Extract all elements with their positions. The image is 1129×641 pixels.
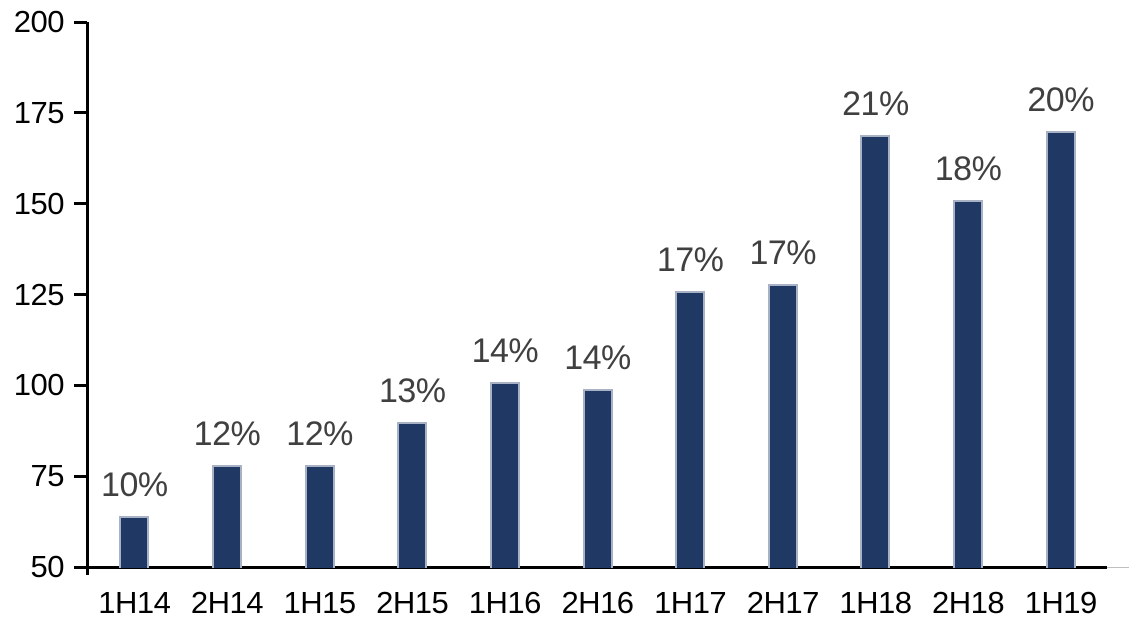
y-tick-label: 100 [13, 367, 65, 403]
x-category-label: 1H15 [283, 585, 357, 620]
bar-value-label: 20% [1027, 81, 1094, 119]
y-tick-mark [74, 383, 87, 387]
x-category-label: 2H18 [931, 585, 1005, 620]
x-category-label: 2H17 [746, 585, 820, 620]
x-category-label: 1H19 [1024, 585, 1098, 620]
y-tick-label: 50 [30, 549, 65, 584]
y-tick-label: 150 [13, 185, 65, 221]
x-category-label: 1H16 [468, 585, 542, 620]
bar-value-label: 21% [842, 84, 909, 123]
bar-value-label: 18% [934, 150, 1002, 189]
y-tick-label: 125 [13, 276, 65, 312]
y-tick-mark [74, 565, 87, 569]
y-tick-mark [74, 20, 87, 24]
y-tick-mark [74, 293, 87, 296]
bar-value-label: 14% [564, 338, 631, 377]
bar [767, 283, 798, 568]
x-category-label: 1H18 [839, 585, 912, 620]
x-category-label: 2H14 [190, 585, 264, 620]
bar [675, 290, 706, 568]
bar-value-label: 10% [101, 466, 168, 505]
y-tick-mark [74, 202, 87, 206]
y-tick-label: 175 [13, 94, 65, 130]
bar-value-label: 12% [193, 415, 261, 454]
y-tick-mark [74, 111, 87, 115]
x-category-label: 1H14 [98, 585, 171, 620]
x-category-label: 1H17 [654, 585, 727, 620]
x-category-label: 2H15 [376, 585, 449, 620]
bar [1045, 131, 1076, 568]
bar [211, 465, 242, 568]
bar-value-label: 17% [656, 240, 724, 279]
bar [489, 381, 520, 568]
bar [397, 421, 428, 568]
y-axis-line [86, 22, 89, 575]
bar-value-label: 17% [749, 233, 817, 272]
bar-value-label: 13% [378, 371, 446, 410]
bar [953, 200, 984, 568]
bar [119, 516, 150, 568]
bar [860, 134, 891, 568]
bar [304, 465, 335, 568]
bar [582, 388, 613, 568]
x-category-label: 2H16 [561, 585, 634, 620]
y-tick-label: 75 [30, 458, 65, 494]
bar-value-label: 14% [471, 331, 539, 370]
bar-value-label: 12% [286, 415, 353, 454]
y-tick-mark [74, 474, 87, 478]
y-tick-label: 200 [13, 4, 65, 39]
